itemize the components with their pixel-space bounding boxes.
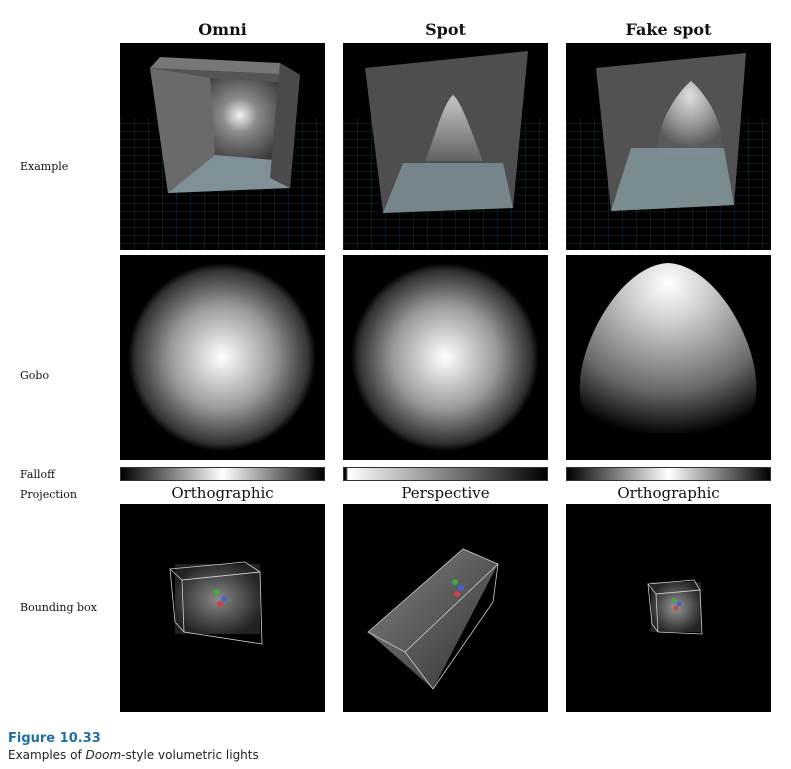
projection-omni-label: Orthographic — [120, 484, 325, 502]
example-fake-spot-image — [566, 43, 771, 250]
row-label-bounding-box: Bounding box — [20, 601, 97, 614]
bounding-box-omni-image — [120, 504, 325, 712]
gobo-omni-image — [120, 255, 325, 460]
falloff-spot-ramp — [343, 467, 548, 481]
figure-title: Figure 10.33 — [8, 731, 101, 746]
projection-spot-label: Perspective — [343, 484, 548, 502]
row-label-falloff: Falloff — [20, 468, 55, 481]
falloff-omni-ramp — [120, 467, 325, 481]
gobo-spot-image — [343, 255, 548, 460]
figure-caption: Examples of Doom-style volumetric lights — [8, 748, 259, 762]
column-heading-spot: Spot — [343, 20, 548, 39]
caption-suffix: -style volumetric lights — [121, 748, 259, 762]
caption-prefix: Examples of — [8, 748, 86, 762]
example-spot-image — [343, 43, 548, 250]
row-label-projection: Projection — [20, 488, 77, 501]
column-heading-fake-spot: Fake spot — [566, 20, 771, 39]
bounding-box-spot-image — [343, 504, 548, 712]
bounding-box-fake-spot-image — [566, 504, 771, 712]
row-label-gobo: Gobo — [20, 369, 49, 382]
column-heading-omni: Omni — [120, 20, 325, 39]
projection-fake-spot-label: Orthographic — [566, 484, 771, 502]
row-label-example: Example — [20, 160, 68, 173]
falloff-fake-spot-ramp — [566, 467, 771, 481]
gobo-fake-spot-image — [566, 255, 771, 460]
caption-emphasis: Doom — [86, 748, 122, 762]
example-omni-image — [120, 43, 325, 250]
